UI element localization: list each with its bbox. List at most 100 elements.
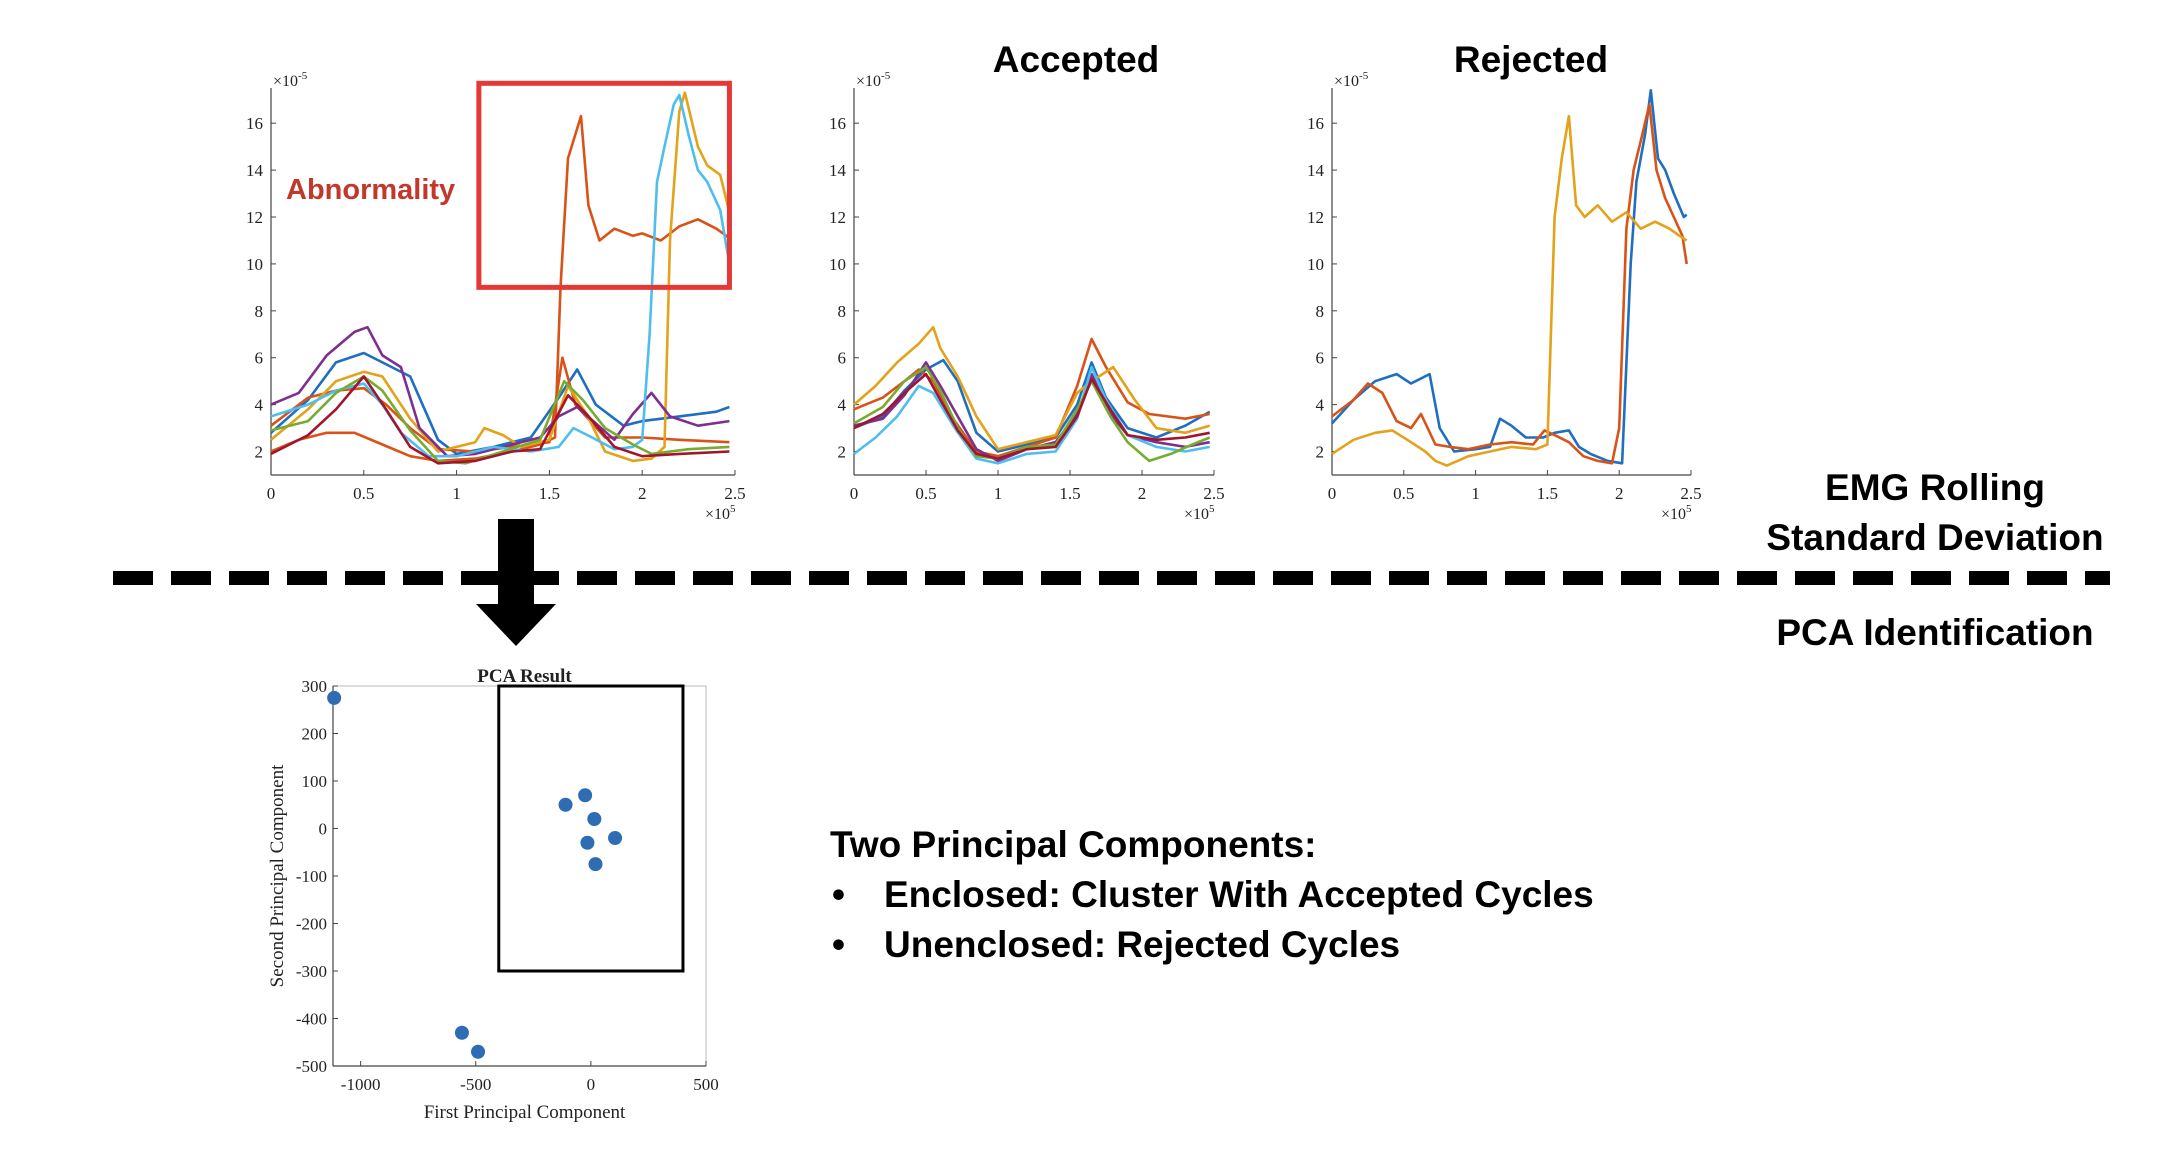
y-tick-label: 12 [1307,208,1324,227]
emg-section-label-line2: Standard Deviation [1766,517,2103,558]
x-tick-label: 2 [1138,484,1147,503]
x-multiplier-exponent: 5 [1209,503,1215,515]
x-tick-label: 2.5 [1203,484,1224,503]
scatter-point [588,857,603,872]
y-tick-label: -400 [296,1010,327,1029]
summary-title: Two Principal Components: [830,824,1317,865]
y-tick-label: 8 [1316,302,1325,321]
series-line-3 [1331,114,1688,467]
y-tick-label: 2 [255,443,264,462]
accepted-heading: Accepted [993,39,1160,80]
scatter-point [471,1044,486,1059]
x-tick-label: 0 [587,1075,596,1094]
x-tick-label: 500 [693,1075,719,1094]
x-tick-label: 0.5 [915,484,936,503]
series-line-1 [853,358,1211,453]
x-tick-label: 0.5 [1393,484,1414,503]
x-tick-label: -1000 [341,1075,381,1094]
abnormality-highlight-box [476,80,732,290]
y-tick-label: 10 [1307,255,1324,274]
y-tick-label: 4 [255,396,264,415]
bullet-glyph: • [832,924,845,965]
pca-chart-title: PCA Result [477,666,572,687]
y-tick-label: 6 [838,349,847,368]
chart-accepted-cycles: 2 4 6 8 10 12 14 16 0 0.5 1 1.5 2 2.5 ×10-5 ×105 [829,70,1225,523]
x-tick-label: 0 [850,484,859,503]
x-tick-label: 1 [452,484,461,503]
series-line-5 [853,365,1210,465]
x-tick-label: 1 [1471,484,1480,503]
x-tick-label: 2.5 [724,484,745,503]
y-tick-label: 14 [246,161,264,180]
y-tick-label: 12 [246,208,263,227]
y-tick-label: 14 [829,161,847,180]
y-tick-label: -200 [296,915,327,934]
y-tick-label: 4 [1316,396,1325,415]
series-line-8 [270,375,730,465]
summary-text: Two Principal Components: • Enclosed: Cl… [830,820,1594,970]
x-tick-label: 0.5 [353,484,374,503]
x-tick-label: 2 [1615,484,1624,503]
chart-pca-result: 300 200 100 0 -100 -200 -300 -400 -500 -1000 -500 0… [267,666,719,1123]
x-multiplier-label: ×105 [705,503,736,523]
y-multiplier-exponent: -5 [881,70,891,82]
pca-x-axis-label: First Principal Component [424,1102,626,1123]
y-tick-label: 8 [838,302,847,321]
series-line-2 [1331,103,1688,465]
y-multiplier-exponent: -5 [298,70,308,82]
y-tick-label: 8 [255,302,264,321]
summary-bullet-2: • Unenclosed: Rejected Cycles [830,920,1594,970]
x-tick-label: 1 [994,484,1003,503]
x-tick-label: -500 [460,1075,491,1094]
x-tick-label: 1.5 [1059,484,1080,503]
scatter-point [608,831,623,845]
series-line-3 [270,114,731,463]
chart-rejected-cycles: 2 4 6 8 10 12 14 16 0 0.5 1 1.5 2 2.5 ×10-5 ×105 [1307,70,1702,523]
y-tick-label: 10 [829,255,846,274]
x-multiplier-exponent: 5 [1686,503,1692,515]
y-tick-label: 2 [1316,443,1325,462]
y-tick-label: 6 [255,349,264,368]
bullet-text-unenclosed: Unenclosed: Rejected Cycles [884,924,1401,965]
y-multiplier-label: ×10-5 [856,70,891,90]
x-tick-label: 0 [267,484,276,503]
pca-y-axis-label: Second Principal Component [267,764,288,987]
rejected-heading: Rejected [1454,39,1608,80]
scatter-point [327,690,342,705]
bullet-glyph: • [832,874,845,915]
x-tick-label: 1.5 [539,484,560,503]
x-tick-label: 1.5 [1537,484,1558,503]
y-multiplier-exponent: -5 [1359,70,1369,82]
y-tick-label: 0 [319,820,328,839]
scatter-point [587,812,602,826]
emg-section-label-line1: EMG Rolling [1825,467,2045,508]
series-line-6 [270,93,731,458]
summary-bullet-1: • Enclosed: Cluster With Accepted Cycles [830,870,1594,920]
y-tick-label: 100 [302,772,328,791]
series-line-1 [1331,89,1688,465]
scatter-point [558,797,573,812]
scatter-point [580,835,595,850]
plot-frame [332,685,707,1067]
pca-section-label: PCA Identification [1776,612,2093,653]
y-tick-label: -300 [296,962,327,981]
y-tick-label: 16 [829,114,846,133]
bullet-text-enclosed: Enclosed: Cluster With Accepted Cycles [884,874,1594,915]
x-tick-label: 2.5 [1680,484,1701,503]
x-tick-label: 0 [1328,484,1337,503]
y-tick-label: 200 [302,725,328,744]
abnormality-label: Abnormality [286,174,455,206]
scatter-point [578,788,593,803]
y-tick-label: 2 [838,443,847,462]
series-line-3 [853,325,1211,451]
y-tick-label: 12 [829,208,846,227]
series-line-7 [270,375,730,465]
y-tick-label: -100 [296,867,327,886]
y-tick-label: 4 [838,396,847,415]
y-tick-label: 10 [246,255,263,274]
y-tick-label: 6 [1316,349,1325,368]
y-multiplier-label: ×10-5 [273,70,308,90]
series-line-6 [853,365,1211,463]
x-multiplier-exponent: 5 [730,503,736,515]
